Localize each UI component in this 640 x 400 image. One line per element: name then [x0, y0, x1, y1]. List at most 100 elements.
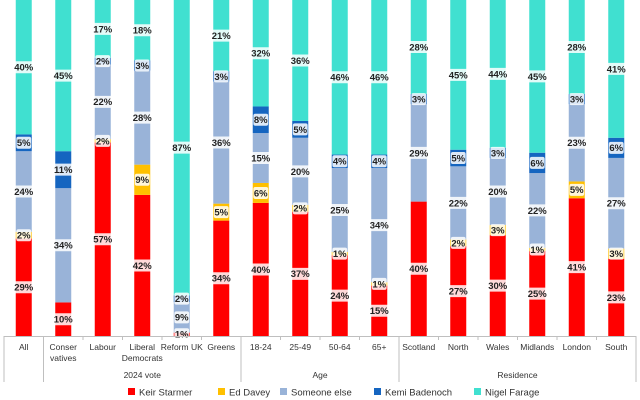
data-label: 3% [491, 148, 505, 159]
x-tick-label: Conser [50, 342, 78, 352]
data-label-bg [132, 259, 153, 272]
data-label: 5% [214, 208, 228, 219]
data-label: 3% [214, 72, 228, 83]
data-label: 1% [372, 279, 386, 290]
data-label: 3% [412, 95, 426, 106]
data-label: 22% [449, 198, 469, 209]
data-label-bg [132, 24, 153, 37]
data-label-bg [450, 152, 466, 165]
x-tick-label: Liberal [129, 342, 155, 352]
data-label: 20% [488, 187, 508, 198]
group-label: Residence [497, 370, 537, 380]
legend: Keir Starmer Ed Davey Someone else Kemi Bad… [128, 388, 539, 399]
data-label-bg [527, 287, 548, 300]
data-label: 9% [135, 175, 149, 186]
data-label: 45% [528, 72, 548, 83]
data-label-bg [134, 173, 150, 186]
group-label: Age [312, 370, 327, 380]
data-label: 2% [175, 294, 189, 305]
data-label-bg [53, 69, 74, 82]
x-tick-label: Scotland [402, 342, 435, 352]
data-label: 2% [96, 136, 110, 147]
data-label: 24% [14, 187, 34, 198]
data-label-bg [92, 22, 113, 35]
data-label-bg [606, 197, 627, 210]
data-label-bg [408, 146, 429, 159]
data-label: 30% [488, 281, 508, 292]
data-label-bg [16, 229, 32, 242]
legend-swatch [128, 388, 135, 395]
data-label: 36% [291, 56, 311, 67]
data-label-bg [566, 261, 587, 274]
data-label: 40% [409, 264, 429, 275]
data-label-bg [448, 68, 469, 81]
legend-label: Keir Starmer [139, 388, 192, 399]
data-label-bg [174, 311, 190, 324]
legend-swatch [280, 388, 287, 395]
data-label-bg [448, 196, 469, 209]
data-label: 9% [175, 313, 189, 324]
x-tick-label: 50-64 [329, 342, 351, 352]
data-label-bg [608, 141, 624, 154]
data-label: 37% [291, 269, 311, 280]
data-label: 2% [17, 231, 31, 242]
data-label-bg [53, 239, 74, 252]
data-label: 34% [370, 221, 390, 232]
data-label: 5% [451, 153, 465, 164]
data-label-bg [13, 61, 34, 74]
data-label: 1% [175, 330, 189, 341]
data-label-bg [290, 165, 311, 178]
data-label: 18% [133, 26, 153, 37]
data-label-bg [329, 71, 350, 84]
data-label-bg [13, 281, 34, 294]
data-label-bg [53, 313, 74, 326]
data-label-bg [95, 134, 111, 147]
data-label-bg [174, 292, 190, 305]
data-label: 8% [254, 115, 268, 126]
data-label-bg [95, 55, 111, 68]
data-label: 20% [291, 167, 311, 178]
legend-swatch [374, 388, 381, 395]
data-label-bg [53, 163, 74, 176]
data-label: 29% [409, 148, 429, 159]
data-label-bg [608, 247, 624, 260]
legend-label: Someone else [291, 388, 352, 399]
x-tick-label: 25-49 [289, 342, 311, 352]
data-label-bg [332, 247, 348, 260]
data-label-bg [487, 279, 508, 292]
data-label: 27% [607, 199, 627, 210]
legend-swatch [218, 388, 225, 395]
data-label: 36% [212, 138, 232, 149]
data-label: 4% [372, 157, 386, 168]
data-label-bg [250, 47, 271, 60]
data-label: 28% [409, 42, 429, 53]
data-label: 10% [54, 315, 74, 326]
data-label: 2% [451, 238, 465, 249]
data-label: 25% [528, 289, 548, 300]
data-label-bg [527, 70, 548, 83]
data-labels-layer: 29% 2% 24% 5% 40% 10% 34% 11% 45% 57% 2% 22% 2% 17% 42… [13, 22, 627, 341]
data-label: 25% [330, 205, 350, 216]
data-label: 22% [528, 206, 548, 217]
legend-label: Nigel Farage [485, 388, 539, 399]
data-label-bg [213, 206, 229, 219]
data-label-bg [369, 304, 390, 317]
data-label: 46% [330, 73, 350, 84]
data-label-bg [490, 224, 506, 237]
data-label-bg [211, 136, 232, 149]
data-label: 45% [54, 71, 74, 82]
data-label-bg [490, 146, 506, 159]
data-label: 45% [449, 70, 469, 81]
data-label: 41% [607, 64, 627, 75]
data-label: 4% [333, 157, 347, 168]
data-label: 5% [570, 185, 584, 196]
x-tick-label: Midlands [520, 342, 554, 352]
legend-label: Ed Davey [229, 388, 270, 399]
data-label-bg [290, 54, 311, 67]
data-label: 46% [370, 73, 390, 84]
data-label-bg [566, 41, 587, 54]
data-label-bg [411, 93, 427, 106]
x-tick-label: South [605, 342, 627, 352]
data-label: 28% [567, 42, 587, 53]
